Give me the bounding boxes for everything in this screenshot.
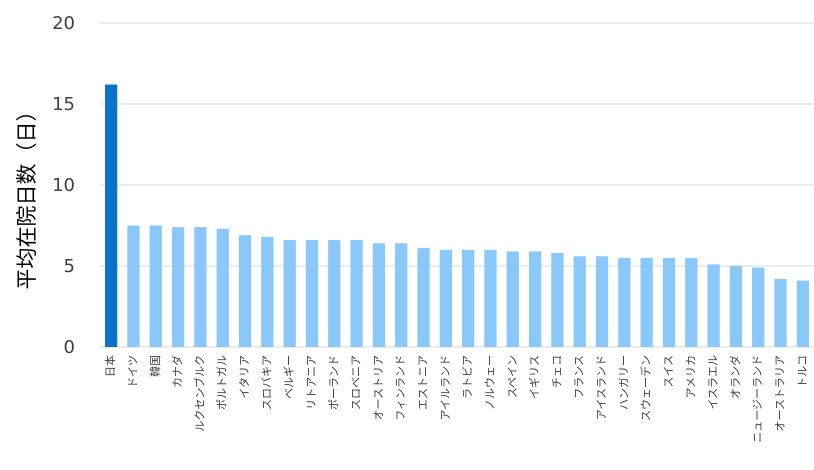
- x-category-label: ポーランド: [327, 355, 340, 410]
- bar: [261, 236, 274, 347]
- bar: [774, 278, 787, 347]
- bar: [238, 235, 252, 347]
- x-category-label: イギリス: [528, 355, 541, 399]
- bar: [283, 240, 296, 347]
- bar: [551, 253, 564, 347]
- bar: [372, 243, 386, 347]
- x-category-label: ルクセンブルク: [192, 355, 206, 432]
- x-category-label: ノルウェー: [483, 355, 496, 410]
- bar: [796, 280, 809, 347]
- x-category-label: ニュージーランド: [751, 355, 764, 443]
- bars: [105, 84, 809, 347]
- bar: [640, 257, 653, 347]
- x-category-label: チェコ: [550, 355, 563, 388]
- bar: [395, 243, 408, 347]
- bar: [707, 264, 720, 347]
- x-category-label: 韓国: [149, 355, 162, 377]
- bar: [328, 240, 341, 347]
- x-category-label: ベルギー: [283, 355, 296, 399]
- y-tick-label: 10: [52, 175, 75, 196]
- x-category-label: リトアニア: [305, 355, 318, 410]
- x-category-label: スウェーデン: [639, 355, 653, 421]
- bar: [752, 267, 765, 347]
- y-tick-label: 0: [64, 337, 75, 358]
- x-category-label: アイスランド: [595, 355, 608, 420]
- bar: [685, 257, 698, 347]
- bar: [149, 225, 162, 347]
- x-category-label: ポルトガル: [216, 355, 229, 410]
- x-category-label: オーストリア: [372, 355, 385, 420]
- bar: [573, 256, 586, 347]
- bar: [350, 240, 363, 347]
- x-category-label: フランス: [573, 355, 586, 399]
- bar: [462, 249, 475, 347]
- x-category-label: イタリア: [238, 355, 251, 399]
- x-category-label: カナダ: [170, 355, 184, 388]
- bar: [105, 84, 118, 347]
- bar: [662, 257, 676, 347]
- x-category-label: フィンランド: [394, 355, 407, 421]
- x-category-label: イスラエル: [707, 355, 720, 410]
- y-tick-label: 15: [52, 94, 75, 115]
- bar: [528, 251, 542, 347]
- x-category-label: スペイン: [506, 355, 519, 398]
- bar: [305, 240, 319, 347]
- x-category-label: ドイツ: [126, 355, 139, 388]
- x-category-label: オーストラリア: [774, 355, 787, 431]
- x-axis-category-labels: 日本 ドイツ 韓国 カナダ ルクセンブルク ポルトガル イタリア スロバキア ベルギー リトアニア…: [103, 355, 809, 443]
- x-category-label: スロベニア: [350, 355, 363, 410]
- x-category-label: ハンガリー: [617, 355, 630, 410]
- y-tick-label: 5: [64, 256, 75, 277]
- y-axis-title: 平均在院日数（日）: [15, 101, 39, 290]
- x-category-label: アイルランド: [439, 355, 452, 420]
- bar: [216, 228, 229, 347]
- x-category-label: アメリカ: [684, 355, 697, 398]
- bar: [127, 225, 140, 347]
- x-category-label: オランダ: [728, 355, 742, 399]
- x-category-label: ラトビア: [461, 355, 474, 399]
- x-category-label: スイス: [662, 355, 675, 388]
- bar: [171, 227, 185, 347]
- y-tick-label: 20: [52, 13, 75, 34]
- gridlines: [100, 22, 814, 348]
- y-axis-tick-labels: 0 5 10 15 20: [52, 13, 75, 358]
- bar: [506, 251, 519, 347]
- x-category-label: トルコ: [796, 355, 809, 388]
- x-category-label: 日本: [103, 355, 117, 377]
- bar: [417, 248, 430, 347]
- bar: [439, 249, 452, 347]
- bar: [484, 249, 497, 347]
- bar: [194, 227, 207, 347]
- bar: [618, 257, 631, 347]
- bar: [595, 256, 609, 347]
- bar: [729, 266, 743, 347]
- x-category-label: エストニア: [417, 355, 430, 410]
- x-category-label: スロバキア: [260, 355, 273, 410]
